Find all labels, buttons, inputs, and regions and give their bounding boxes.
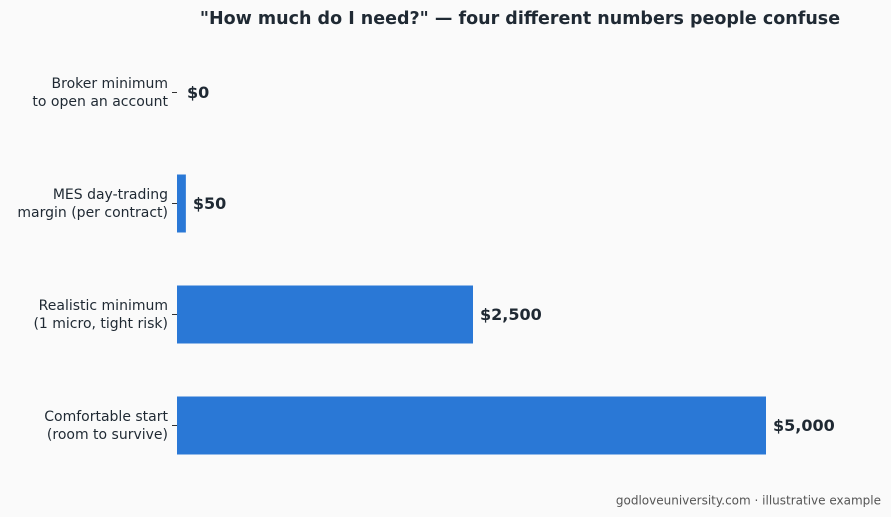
value-label: $2,500 [480, 305, 542, 324]
footnote: godloveuniversity.com · illustrative exa… [616, 494, 881, 508]
chart-title: "How much do I need?" — four different n… [200, 9, 840, 29]
value-label: $50 [193, 194, 226, 213]
bar [177, 396, 766, 455]
value-label: $5,000 [773, 416, 835, 435]
y-tick-label: Comfortable start (room to survive) [44, 408, 168, 443]
bar [177, 285, 473, 344]
y-tick-label: Realistic minimum (1 micro, tight risk) [33, 297, 168, 332]
y-tick-label: MES day-trading margin (per contract) [17, 186, 168, 221]
value-label: $0 [187, 83, 209, 102]
y-tick-label: Broker minimum to open an account [32, 75, 168, 110]
bar [177, 174, 186, 233]
